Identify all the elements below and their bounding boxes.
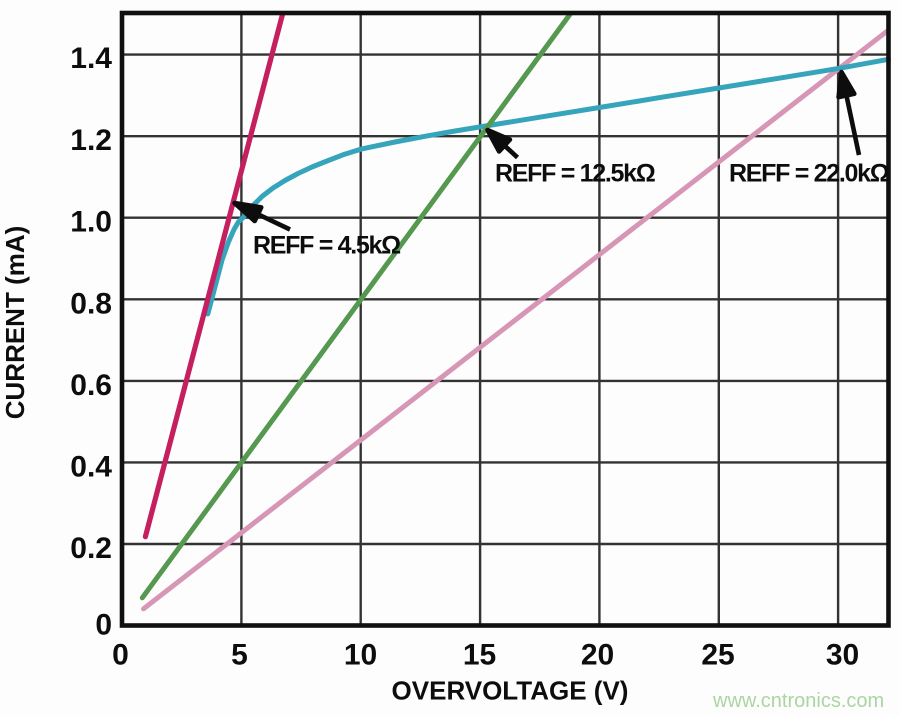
svg-text:5: 5: [231, 639, 248, 672]
svg-text:25: 25: [701, 639, 734, 672]
svg-text:REFF = 12.5kΩ: REFF = 12.5kΩ: [495, 160, 656, 188]
svg-text:CURRENT (mA): CURRENT (mA): [0, 226, 30, 420]
svg-text:OVERVOLTAGE (V): OVERVOLTAGE (V): [392, 676, 629, 706]
svg-text:1.2: 1.2: [70, 124, 112, 157]
svg-text:10: 10: [344, 639, 377, 672]
svg-text:0: 0: [95, 609, 112, 642]
svg-text:0.8: 0.8: [70, 287, 112, 320]
svg-text:1.4: 1.4: [70, 42, 112, 75]
svg-text:15: 15: [463, 639, 496, 672]
svg-text:0: 0: [112, 639, 129, 672]
svg-text:www.cntronics.com: www.cntronics.com: [712, 690, 884, 712]
svg-text:0.2: 0.2: [70, 532, 112, 565]
svg-text:0.4: 0.4: [70, 450, 112, 483]
svg-text:20: 20: [581, 639, 614, 672]
svg-text:0.6: 0.6: [70, 369, 112, 402]
svg-text:REFF = 22.0kΩ: REFF = 22.0kΩ: [729, 160, 890, 188]
svg-text:30: 30: [826, 639, 859, 672]
svg-text:REFF = 4.5kΩ: REFF = 4.5kΩ: [253, 232, 401, 260]
svg-text:1.0: 1.0: [70, 206, 112, 239]
